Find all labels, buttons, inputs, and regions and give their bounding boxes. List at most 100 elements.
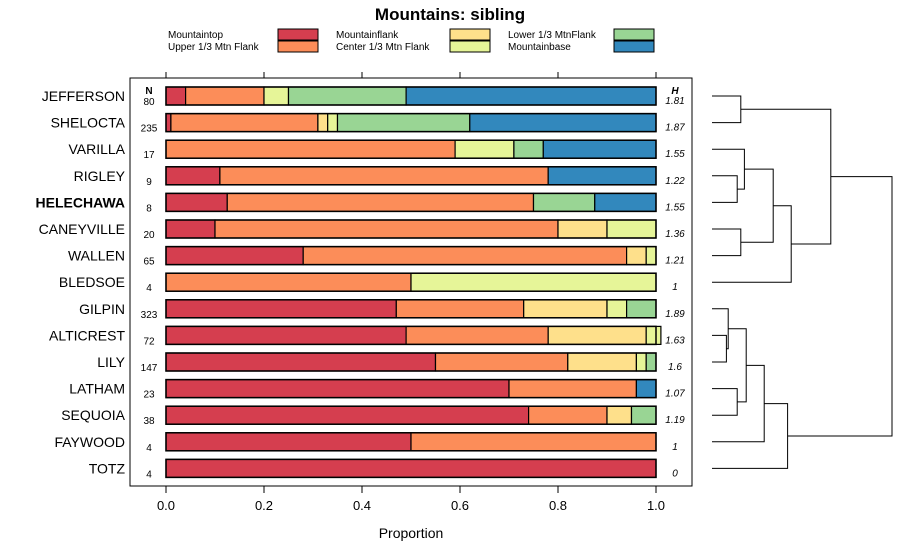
n-value: 65	[143, 257, 155, 268]
bar-segment-mountainflank	[523, 299, 608, 319]
dendrogram-link	[712, 95, 742, 124]
bar-segment-mountainflank	[317, 112, 329, 133]
legend-label-mountainflank: Mountainflank	[336, 30, 399, 41]
row-helechawa: HELECHAWA 8 1.55	[36, 192, 685, 214]
bar-segment-upper-1-3-mtn-flank	[185, 86, 265, 106]
n-value: 38	[143, 416, 155, 427]
dendrogram-link	[712, 403, 789, 469]
x-tick-label: 1.0	[647, 498, 665, 513]
bar-outline	[165, 192, 657, 213]
row-label: LATHAM	[69, 381, 125, 397]
bar-segment-mountaintop	[165, 352, 437, 372]
bar-segment-upper-1-3-mtn-flank	[405, 325, 549, 345]
x-tick-label: 0.8	[549, 498, 567, 513]
bar-segment-mountaintop	[165, 432, 412, 452]
bar-outline	[165, 458, 657, 479]
row-faywood: FAYWOOD 4 1	[54, 432, 678, 454]
bar-segment-mountaintop	[165, 379, 510, 399]
bar-segment-mountainflank	[557, 219, 608, 239]
row-gilpin: GILPIN 323 1.89	[79, 299, 685, 321]
h-value: 1.89	[665, 309, 685, 320]
bar-segment-lower-1-3-mtnflank	[625, 299, 657, 319]
bar-outline	[165, 299, 657, 319]
bar-outline	[165, 405, 657, 425]
dendrogram-link	[712, 334, 727, 363]
n-value: 4	[146, 469, 152, 480]
bar-segment-upper-1-3-mtn-flank	[226, 192, 535, 212]
h-value: 1.07	[665, 389, 685, 400]
bar-segment-center-1-3-mtn-flank	[327, 112, 339, 133]
row-label: LILY	[97, 354, 125, 370]
legend-swatch-mountaintop	[277, 28, 319, 41]
bar-outline	[165, 352, 657, 372]
row-label: HELECHAWA	[36, 194, 125, 210]
bar-segment-upper-1-3-mtn-flank	[165, 272, 412, 292]
bar-outline	[165, 166, 657, 186]
bar-outline	[165, 325, 657, 346]
row-label: CANEYVILLE	[39, 221, 125, 237]
bar-segment-center-1-3-mtn-flank	[606, 299, 628, 319]
n-value: 323	[141, 310, 158, 321]
dendrogram-link	[712, 388, 738, 416]
legend-label-mountainbase: Mountainbase	[508, 42, 571, 53]
bar-segment-upper-1-3-mtn-flank	[508, 379, 638, 399]
h-value: 1.36	[665, 229, 685, 240]
bar-segment-mountaintop	[165, 192, 228, 212]
h-value: 1	[672, 282, 678, 293]
bar-segment-mountainflank	[567, 352, 637, 372]
bar-segment-mountaintop	[165, 246, 304, 266]
bar-segment-center-1-3-mtn-flank	[454, 139, 515, 159]
x-tick-label: 0.4	[353, 498, 371, 513]
bar-segment-upper-1-3-mtn-flank	[434, 352, 569, 372]
bar-segment-center-1-3-mtn-flank	[606, 219, 657, 239]
legend-label-center-1-3-mtn-flank: Center 1/3 Mtn Flank	[336, 42, 430, 53]
bar-segment-mountainbase	[594, 192, 657, 212]
legend-swatch-lower-1-3-mtnflank	[613, 28, 655, 41]
bar-segment-upper-1-3-mtn-flank	[219, 166, 549, 186]
n-value: 17	[143, 150, 155, 161]
n-value: 72	[143, 336, 155, 347]
n-value: 147	[141, 363, 158, 374]
bar-segment-mountainbase	[547, 166, 657, 186]
legend-label-mountaintop: Mountaintop	[168, 30, 223, 41]
bar-segment-lower-1-3-mtnflank	[287, 86, 407, 106]
bar-segment-mountaintop	[165, 166, 221, 186]
row-bledsoe: BLEDSOE 4 1	[59, 272, 678, 294]
row-label: SHELOCTA	[51, 115, 126, 131]
bar-outline	[165, 219, 657, 239]
bar-segment-upper-1-3-mtn-flank	[527, 405, 608, 425]
row-label: FAYWOOD	[54, 434, 125, 450]
dendrogram-link	[740, 168, 774, 243]
row-label: WALLEN	[68, 248, 125, 264]
bar-segment-mountainflank	[606, 405, 633, 425]
row-label: SEQUOIA	[61, 407, 125, 423]
bar-outline	[165, 432, 657, 452]
row-totz: TOTZ 4 0	[89, 458, 678, 480]
bar-segment-lower-1-3-mtnflank	[513, 139, 544, 159]
row-label: BLEDSOE	[59, 274, 125, 290]
row-latham: LATHAM 23 1.07	[69, 378, 685, 401]
legend-swatch-upper-1-3-mtn-flank	[277, 40, 319, 53]
bar-segment-upper-1-3-mtn-flank	[410, 432, 657, 452]
bar-outline	[165, 378, 657, 399]
bar-segment-upper-1-3-mtn-flank	[165, 139, 456, 159]
h-value: 0	[672, 468, 678, 479]
dendrogram	[712, 95, 893, 469]
bar-segment-mountainbase	[405, 86, 657, 106]
x-tick-label: 0.0	[157, 498, 175, 513]
row-jefferson: JEFFERSON 80 1.81	[42, 86, 685, 108]
n-value: 4	[146, 443, 152, 454]
h-value: 1.55	[665, 149, 685, 160]
row-shelocta: SHELOCTA 235 1.87	[51, 112, 685, 135]
bar-segment-center-1-3-mtn-flank	[410, 272, 657, 292]
bar-segment-mountainbase	[469, 112, 657, 133]
n-value: 235	[141, 124, 158, 135]
legend-swatch-center-1-3-mtn-flank	[449, 40, 491, 53]
bar-segment-center-1-3-mtn-flank	[645, 246, 657, 266]
bar-segment-lower-1-3-mtnflank	[532, 192, 596, 212]
dendrogram-link	[712, 175, 738, 203]
bar-outline	[165, 86, 657, 106]
